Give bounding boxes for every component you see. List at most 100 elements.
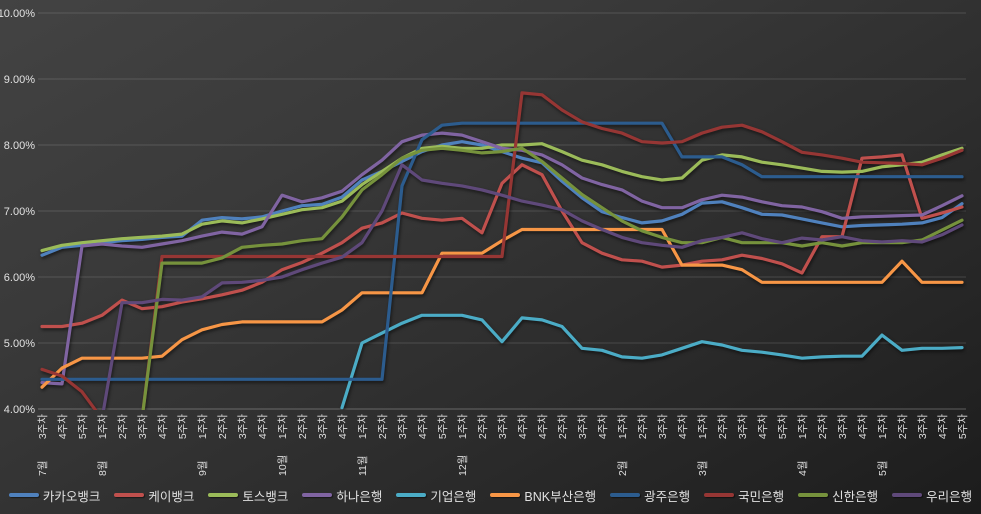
legend-item-토스뱅크[interactable]: 토스뱅크 <box>208 486 288 505</box>
x-axis-week-label: 1주차 <box>617 414 629 439</box>
x-axis-week-label: 2주차 <box>897 414 909 439</box>
series-line-토스뱅크 <box>40 142 964 253</box>
x-axis-week-label: 3주차 <box>837 414 849 439</box>
x-axis-week-label: 4주차 <box>597 414 609 439</box>
x-axis-week-label: 3주차 <box>657 414 669 439</box>
x-axis-week-label: 2주차 <box>557 414 569 439</box>
x-axis-week-label: 3주차 <box>137 414 149 439</box>
legend-label: BNK부산은행 <box>524 489 597 504</box>
legend-label: 카카오뱅크 <box>42 489 101 504</box>
x-axis-week-label: 1주차 <box>457 414 469 439</box>
legend-swatch <box>8 493 39 497</box>
x-axis-week-label: 1주차 <box>697 414 709 439</box>
legend-label: 하나은행 <box>336 489 383 504</box>
series-line-하나은행 <box>40 131 964 386</box>
x-axis-week-label: 4주차 <box>517 414 529 439</box>
series-line-케이뱅크 <box>40 153 964 329</box>
legend-item-카카오뱅크[interactable]: 카카오뱅크 <box>8 486 101 505</box>
x-axis-week-label: 3주차 <box>497 414 509 439</box>
legend-item-하나은행[interactable]: 하나은행 <box>302 486 382 505</box>
x-axis-month-label: 12월 <box>457 455 469 476</box>
x-axis-week-label: 4주차 <box>857 414 869 439</box>
x-axis-week-label: 1주차 <box>197 414 209 439</box>
x-axis-month-label: 11월 <box>357 455 369 476</box>
x-axis-week-label: 1주차 <box>877 414 889 439</box>
legend-item-국민은행[interactable]: 국민은행 <box>704 486 784 505</box>
x-axis-week-label: 4주차 <box>157 414 169 439</box>
series-line-신한은행 <box>141 146 964 410</box>
y-axis-tick-label: 5.00% <box>4 338 35 350</box>
legend-swatch <box>396 493 427 497</box>
legend-label: 기업은행 <box>430 489 477 504</box>
legend-item-우리은행[interactable]: 우리은행 <box>892 486 972 505</box>
x-axis-week-label: 3주차 <box>577 414 589 439</box>
x-axis-week-label: 3주차 <box>37 414 49 439</box>
series-line-기업은행 <box>340 313 964 410</box>
x-axis-month-label: 10월 <box>277 455 289 476</box>
legend-label: 국민은행 <box>738 489 785 504</box>
x-axis-week-label: 5주차 <box>177 414 189 439</box>
x-axis-month-label: 5월 <box>877 461 889 477</box>
legend-swatch <box>798 493 829 497</box>
x-axis-week-label: 4주차 <box>257 414 269 439</box>
y-axis-tick-label: 4.00% <box>4 404 35 416</box>
x-axis-week-label: 3주차 <box>397 414 409 439</box>
x-axis-week-label: 2주차 <box>117 414 129 439</box>
x-axis-week-label: 3주차 <box>917 414 929 439</box>
x-axis-week-label: 4주차 <box>57 414 69 439</box>
x-axis-week-label: 2주차 <box>637 414 649 439</box>
x-axis-week-label: 2주차 <box>817 414 829 439</box>
x-axis-month-label: 2월 <box>617 461 629 477</box>
legend-swatch <box>490 493 521 497</box>
series-line-우리은행 <box>101 163 964 410</box>
legend-item-BNK부산은행[interactable]: BNK부산은행 <box>490 486 596 505</box>
y-axis-tick-label: 8.00% <box>4 140 35 152</box>
x-axis-month-label: 3월 <box>697 461 709 477</box>
legend-label: 우리은행 <box>926 489 973 504</box>
legend-label: 토스뱅크 <box>242 489 289 504</box>
legend-item-신한은행[interactable]: 신한은행 <box>798 486 878 505</box>
x-axis-week-label: 5주차 <box>777 414 789 439</box>
x-axis-week-label: 4주차 <box>417 414 429 439</box>
x-axis-week-label: 5주차 <box>957 414 969 439</box>
x-axis-week-label: 4주차 <box>757 414 769 439</box>
y-axis-tick-label: 9.00% <box>4 74 35 86</box>
legend-swatch <box>114 493 145 497</box>
x-axis-month-label: 8월 <box>97 461 109 477</box>
series-line-광주은행 <box>40 121 964 381</box>
y-axis-tick-label: 10.00% <box>0 8 35 20</box>
x-axis-month-label: 7월 <box>37 461 49 477</box>
series-lines <box>40 91 964 410</box>
x-axis-week-label: 4주차 <box>537 414 549 439</box>
x-axis-week-label: 4주차 <box>337 414 349 439</box>
x-axis-week-label: 5주차 <box>437 414 449 439</box>
legend-item-케이뱅크[interactable]: 케이뱅크 <box>114 486 194 505</box>
x-axis-week-label: 2주차 <box>297 414 309 439</box>
legend-label: 신한은행 <box>832 489 879 504</box>
x-axis-week-label: 1주차 <box>797 414 809 439</box>
legend: 카카오뱅크 케이뱅크 토스뱅크 하나은행 기업은행 BNK부산은행 광주은행 국민은행 신한은행… <box>0 482 981 508</box>
x-axis-week-label: 2주차 <box>717 414 729 439</box>
x-axis-week-label: 1주차 <box>97 414 109 439</box>
x-axis-week-label: 2주차 <box>477 414 489 439</box>
legend-item-기업은행[interactable]: 기업은행 <box>396 486 476 505</box>
x-axis-week-label: 1주차 <box>357 414 369 439</box>
x-axis-week-label: 4주차 <box>677 414 689 439</box>
legend-swatch <box>302 493 333 497</box>
x-axis-week-label: 4주차 <box>937 414 949 439</box>
legend-label: 광주은행 <box>644 489 691 504</box>
legend-swatch <box>610 493 641 497</box>
x-axis-week-label: 1주차 <box>277 414 289 439</box>
y-axis-tick-label: 7.00% <box>4 206 35 218</box>
x-axis-week-label: 3주차 <box>317 414 329 439</box>
y-axis-tick-label: 6.00% <box>4 272 35 284</box>
legend-swatch <box>892 493 923 497</box>
legend-swatch <box>208 493 239 497</box>
series-line-국민은행 <box>40 91 964 410</box>
legend-swatch <box>704 493 735 497</box>
x-axis-month-label: 4월 <box>797 461 809 477</box>
legend-item-광주은행[interactable]: 광주은행 <box>610 486 690 505</box>
x-axis-week-label: 3주차 <box>237 414 249 439</box>
